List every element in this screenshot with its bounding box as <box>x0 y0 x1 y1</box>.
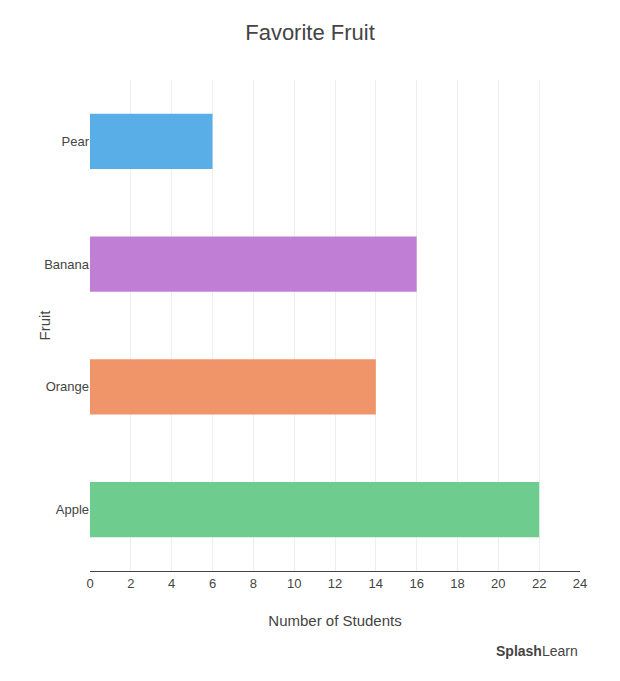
svg-text:4: 4 <box>168 576 175 591</box>
svg-text:16: 16 <box>409 576 423 591</box>
svg-text:Orange: Orange <box>46 379 89 394</box>
svg-text:8: 8 <box>250 576 257 591</box>
svg-text:24: 24 <box>573 576 587 591</box>
svg-text:2: 2 <box>127 576 134 591</box>
svg-text:Fruit: Fruit <box>36 310 53 341</box>
svg-text:10: 10 <box>287 576 301 591</box>
svg-text:SplashLearn: SplashLearn <box>496 643 578 659</box>
svg-text:Apple: Apple <box>56 502 89 517</box>
svg-text:Pear: Pear <box>62 134 90 149</box>
svg-text:12: 12 <box>328 576 342 591</box>
svg-text:18: 18 <box>450 576 464 591</box>
svg-text:Favorite Fruit: Favorite Fruit <box>245 20 375 45</box>
svg-text:20: 20 <box>491 576 505 591</box>
svg-text:0: 0 <box>86 576 93 591</box>
svg-text:22: 22 <box>532 576 546 591</box>
svg-text:6: 6 <box>209 576 216 591</box>
svg-text:14: 14 <box>369 576 383 591</box>
svg-text:Number of Students: Number of Students <box>268 612 401 629</box>
svg-text:Banana: Banana <box>44 257 90 272</box>
